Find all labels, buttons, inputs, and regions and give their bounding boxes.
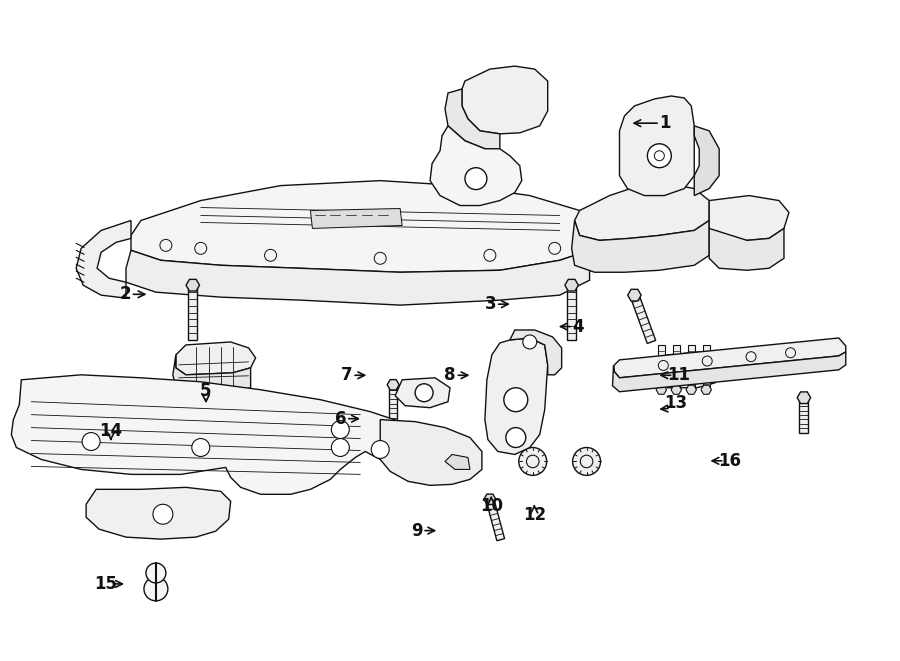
Text: 13: 13 <box>664 394 688 412</box>
Polygon shape <box>126 251 590 305</box>
Polygon shape <box>387 379 400 390</box>
Polygon shape <box>613 352 846 392</box>
Polygon shape <box>395 378 450 408</box>
Text: 14: 14 <box>99 422 122 440</box>
Polygon shape <box>567 285 576 340</box>
Polygon shape <box>173 355 250 395</box>
Text: 2: 2 <box>120 286 131 303</box>
Polygon shape <box>445 455 470 469</box>
Polygon shape <box>673 345 680 390</box>
Circle shape <box>82 432 100 451</box>
Circle shape <box>518 447 546 475</box>
Circle shape <box>572 447 600 475</box>
Circle shape <box>506 428 526 447</box>
Polygon shape <box>462 66 548 134</box>
Polygon shape <box>572 221 709 272</box>
Circle shape <box>331 438 349 457</box>
Text: 9: 9 <box>411 522 423 539</box>
Polygon shape <box>709 229 784 270</box>
Circle shape <box>415 384 433 402</box>
Polygon shape <box>671 385 681 394</box>
Polygon shape <box>445 89 500 149</box>
Polygon shape <box>509 330 562 375</box>
Polygon shape <box>619 96 694 196</box>
Polygon shape <box>627 290 641 301</box>
Polygon shape <box>574 184 709 241</box>
Polygon shape <box>188 285 197 340</box>
Circle shape <box>153 504 173 524</box>
Polygon shape <box>701 385 711 394</box>
Polygon shape <box>614 338 846 378</box>
Polygon shape <box>131 180 599 272</box>
Polygon shape <box>310 208 402 229</box>
Polygon shape <box>658 345 665 390</box>
Circle shape <box>504 388 527 412</box>
Text: 3: 3 <box>484 295 496 313</box>
Polygon shape <box>565 280 579 291</box>
Polygon shape <box>688 345 695 390</box>
Text: 12: 12 <box>523 506 546 524</box>
Polygon shape <box>430 126 522 206</box>
Polygon shape <box>86 487 230 539</box>
Polygon shape <box>797 392 811 403</box>
Polygon shape <box>485 338 548 455</box>
Text: 15: 15 <box>94 575 117 593</box>
Circle shape <box>523 335 536 349</box>
Polygon shape <box>380 420 482 485</box>
Polygon shape <box>76 221 131 298</box>
Circle shape <box>192 438 210 457</box>
Circle shape <box>465 168 487 190</box>
Polygon shape <box>630 293 656 344</box>
Polygon shape <box>484 494 496 504</box>
Circle shape <box>371 440 389 459</box>
Polygon shape <box>186 280 200 291</box>
Polygon shape <box>686 385 697 394</box>
Polygon shape <box>709 196 789 241</box>
Circle shape <box>146 563 166 583</box>
Text: 7: 7 <box>341 366 353 384</box>
Polygon shape <box>176 342 256 375</box>
Text: 8: 8 <box>445 366 455 384</box>
Polygon shape <box>656 385 667 394</box>
Polygon shape <box>12 375 415 494</box>
Circle shape <box>331 420 349 438</box>
Text: 6: 6 <box>335 410 346 428</box>
Polygon shape <box>799 398 808 432</box>
Polygon shape <box>486 498 505 541</box>
Text: 16: 16 <box>718 452 742 470</box>
Circle shape <box>647 144 671 168</box>
Polygon shape <box>652 352 721 388</box>
Circle shape <box>144 577 168 601</box>
Text: 5: 5 <box>200 382 212 400</box>
Text: 10: 10 <box>480 497 503 515</box>
Text: 11: 11 <box>667 366 690 384</box>
Polygon shape <box>694 126 719 196</box>
Text: 1: 1 <box>660 114 671 132</box>
Polygon shape <box>389 385 397 422</box>
Text: 4: 4 <box>572 317 584 336</box>
Polygon shape <box>703 345 710 390</box>
